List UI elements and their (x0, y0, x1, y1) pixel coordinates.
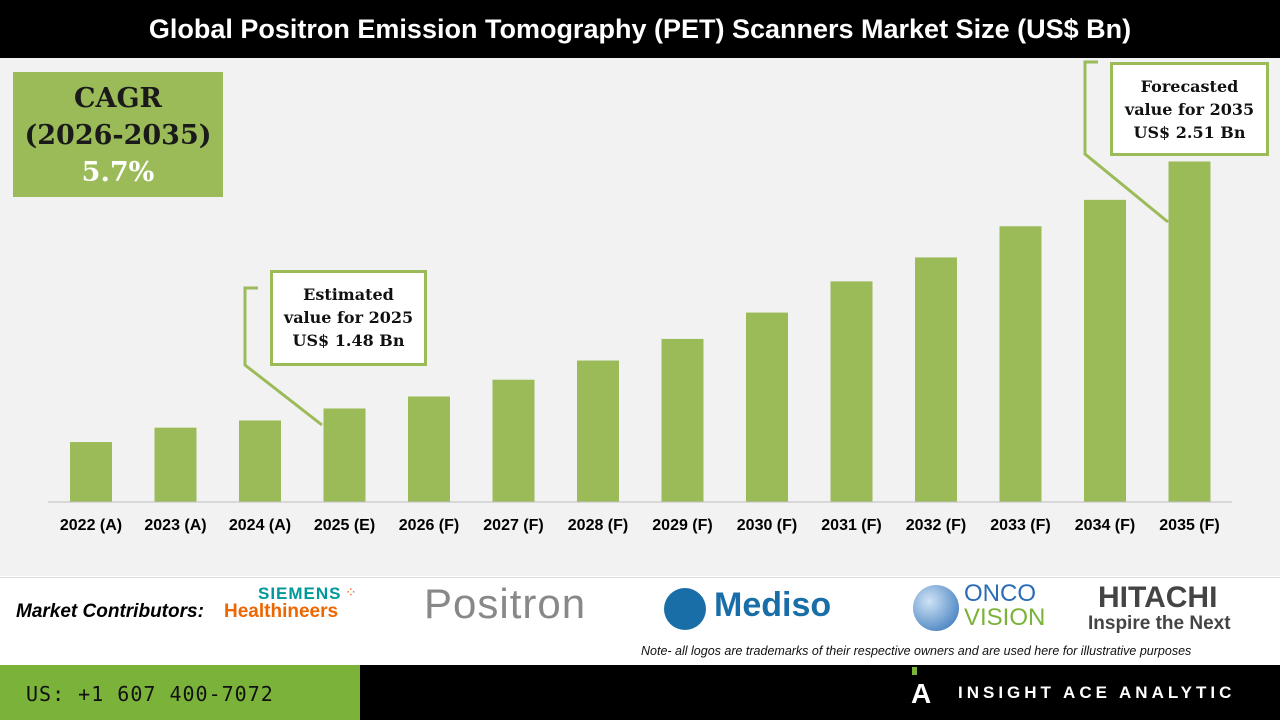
hitachi-logo: HITACHI (1098, 581, 1218, 614)
x-tick-label: 2026 (F) (399, 517, 459, 534)
cagr-box: CAGR (2026-2035) 5.7% (13, 72, 223, 197)
bar-2028 (F) (577, 360, 619, 502)
bar-2027 (F) (492, 379, 535, 502)
estimated-connector (243, 286, 323, 427)
mediso-logo: Mediso (714, 586, 832, 624)
bar-2032 (F) (915, 257, 957, 502)
brand-name: INSIGHT ACE ANALYTIC (958, 683, 1236, 702)
bar-2031 (F) (830, 281, 873, 502)
x-tick-label: 2035 (F) (1159, 517, 1219, 534)
bar-2023 (A) (154, 427, 197, 502)
x-tick-label: 2025 (E) (314, 517, 375, 534)
forecast-callout: Forecasted value for 2035 US$ 2.51 Bn (1110, 62, 1269, 156)
x-tick-label: 2033 (F) (990, 517, 1050, 534)
bar-2025 (E) (323, 408, 366, 502)
hitachi-tagline: Inspire the Next (1088, 613, 1231, 634)
bar-2034 (F) (1084, 199, 1126, 503)
x-tick-label: 2024 (A) (229, 517, 291, 534)
siemens-logo: SIEMENS (258, 584, 342, 603)
callout-line: US$ 1.48 Bn (292, 331, 405, 350)
bar-2024 (A) (239, 420, 281, 502)
chart-title: Global Positron Emission Tomography (PET… (0, 0, 1280, 58)
x-tick-label: 2034 (F) (1075, 517, 1135, 534)
callout-line: Estimated (303, 285, 394, 304)
x-tick-label: 2027 (F) (483, 517, 543, 534)
cagr-value: 5.7% (81, 157, 155, 188)
oncovision-globe-icon (913, 585, 959, 631)
x-tick-label: 2029 (F) (652, 517, 712, 534)
bar-2029 (F) (661, 338, 704, 502)
mediso-globe-icon (664, 588, 706, 630)
phone-number[interactable]: US: +1 607 400-7072 (0, 665, 360, 720)
x-tick-label: 2030 (F) (737, 517, 797, 534)
positron-logo: Positron (424, 580, 587, 627)
title-text: Global Positron Emission Tomography (PET… (148, 13, 1132, 44)
brand-logo-accent (912, 667, 917, 675)
x-tick-label: 2023 (A) (144, 517, 206, 534)
estimated-callout: Estimated value for 2025 US$ 1.48 Bn (270, 270, 427, 366)
cagr-label: CAGR (74, 83, 162, 114)
callout-line: US$ 2.51 Bn (1133, 123, 1246, 142)
healthineers-logo: Healthineers (224, 601, 339, 622)
bar-chart: 2022 (A) 2023 (A) 2024 (A) 2025 (E) 2026 (F)… (48, 60, 1232, 534)
callout-line: value for 2035 (1124, 100, 1255, 119)
dots-icon: ⁘ (345, 584, 357, 600)
contributors-label: Market Contributors: (16, 601, 204, 622)
bar-2030 (F) (746, 312, 788, 502)
bar-2026 (F) (408, 396, 450, 502)
x-tick-label: 2022 (A) (60, 517, 122, 534)
bar-2022 (A) (70, 442, 112, 502)
bar-2033 (F) (999, 226, 1042, 503)
brand-logo-icon: A (911, 678, 932, 709)
cagr-period: (2026-2035) (24, 120, 212, 151)
x-tick-label: 2032 (F) (906, 517, 966, 534)
callout-line: Forecasted (1140, 77, 1239, 96)
x-tick-label: 2028 (F) (568, 517, 628, 534)
footer: US: +1 607 400-7072 A INSIGHT ACE ANALYT… (0, 665, 1280, 720)
plot-area: 2022 (A) 2023 (A) 2024 (A) 2025 (E) 2026 (F)… (0, 58, 1280, 576)
contributors-strip: Market Contributors: SIEMENS Healthineer… (0, 577, 1280, 665)
vision-logo: VISION (964, 604, 1046, 631)
trademark-note: Note- all logos are trademarks of their … (641, 644, 1192, 658)
forecast-connector (1083, 60, 1169, 224)
onco-logo: ONCO (964, 580, 1036, 607)
bar-2035 (F) (1168, 161, 1211, 502)
x-tick-label: 2031 (F) (821, 517, 881, 534)
callout-line: value for 2025 (283, 308, 414, 327)
